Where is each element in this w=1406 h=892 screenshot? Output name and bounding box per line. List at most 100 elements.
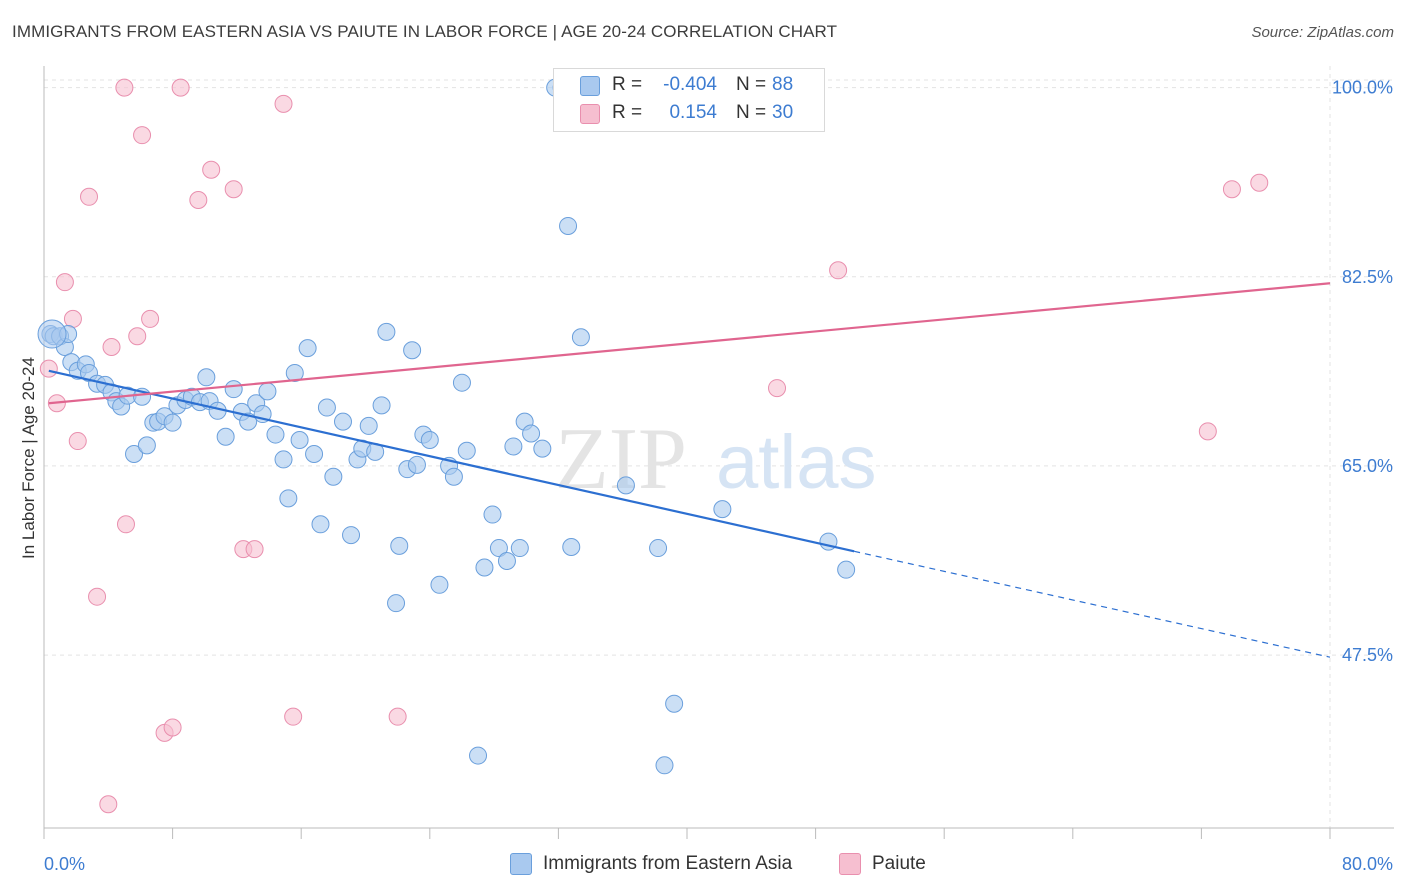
correlation-legend: R = -0.404 N = 88 R = 0.154 N = 30 <box>553 68 825 132</box>
point-immigrants <box>616 476 635 495</box>
watermark: ZIP atlas <box>555 411 877 508</box>
x-tick-label: 0.0% <box>44 854 85 874</box>
point-paiute <box>68 432 87 451</box>
point-paiute <box>88 587 107 606</box>
point-immigrants <box>216 427 235 446</box>
point-immigrants <box>390 536 409 555</box>
legend-swatch-pink <box>839 853 861 875</box>
point-immigrants <box>305 445 324 464</box>
point-immigrants <box>333 412 352 431</box>
point-immigrants <box>298 339 317 358</box>
point-paiute <box>128 327 147 346</box>
watermark-atlas: atlas <box>716 420 877 505</box>
point-immigrants <box>562 537 581 556</box>
point-immigrants <box>377 322 396 341</box>
legend-r-value: 0.154 <box>669 102 717 123</box>
point-paiute <box>80 187 99 206</box>
point-immigrants <box>533 439 552 458</box>
legend-row-immigrants: R = -0.404 N = 88 <box>554 71 824 101</box>
point-immigrants <box>197 368 216 387</box>
point-immigrants <box>469 746 488 765</box>
point-immigrants <box>559 216 578 235</box>
point-paiute <box>829 261 848 280</box>
point-paiute <box>1198 422 1217 441</box>
legend-swatch-pink <box>580 104 600 124</box>
point-immigrants <box>504 437 523 456</box>
point-immigrants <box>430 575 449 594</box>
legend-n-value: 88 <box>772 74 794 95</box>
x-tick-labels: 0.0% 80.0% <box>44 854 1393 874</box>
point-immigrants <box>324 467 343 486</box>
point-paiute <box>39 359 58 378</box>
point-paiute <box>116 515 135 534</box>
trend-line-immigrants-extension <box>854 550 1331 658</box>
point-paiute <box>1222 180 1241 199</box>
point-immigrants <box>359 416 378 435</box>
point-immigrants <box>497 552 516 571</box>
legend-n-label: N = <box>736 102 767 123</box>
point-immigrants <box>475 558 494 577</box>
point-immigrants <box>290 430 309 449</box>
point-immigrants <box>649 539 668 558</box>
point-paiute <box>115 78 134 97</box>
legend-r-value: -0.404 <box>663 74 717 95</box>
point-immigrants <box>387 594 406 613</box>
point-immigrants <box>125 445 144 464</box>
point-paiute <box>388 707 407 726</box>
source-label: Source: ZipAtlas.com <box>1251 24 1394 41</box>
point-paiute <box>63 309 82 328</box>
point-immigrants <box>489 539 508 558</box>
point-immigrants <box>407 455 426 474</box>
trend-line-immigrants <box>48 369 855 553</box>
point-paiute <box>55 273 74 292</box>
legend-label-paiute: Paiute <box>872 853 926 874</box>
point-immigrants <box>372 396 391 415</box>
point-paiute <box>102 338 121 357</box>
point-immigrants <box>311 515 330 534</box>
y-tick-label: 65.0% <box>1342 456 1393 476</box>
point-immigrants <box>655 756 674 775</box>
watermark-zip: ZIP <box>555 411 687 508</box>
point-immigrants <box>279 489 298 508</box>
point-immigrants <box>258 382 277 401</box>
point-paiute <box>284 707 303 726</box>
data-points <box>37 78 1269 814</box>
trend-line-paiute <box>48 282 1331 405</box>
point-immigrants <box>317 398 336 417</box>
point-immigrants <box>571 328 590 347</box>
y-tick-label: 100.0% <box>1332 78 1393 98</box>
y-axis-label: In Labor Force | Age 20-24 <box>19 357 38 559</box>
point-paiute <box>245 540 264 559</box>
point-immigrants <box>420 430 439 449</box>
point-immigrants <box>452 373 471 392</box>
legend-n-label: N = <box>736 74 767 95</box>
point-immigrants <box>266 425 285 444</box>
point-immigrants <box>665 694 684 713</box>
legend-swatch-blue <box>510 853 532 875</box>
point-immigrants <box>713 500 732 519</box>
point-paiute <box>141 309 160 328</box>
point-immigrants <box>285 363 304 382</box>
point-immigrants <box>137 436 156 455</box>
point-immigrants <box>274 450 293 469</box>
point-paiute <box>768 379 787 398</box>
point-immigrants <box>403 341 422 360</box>
point-immigrants <box>342 526 361 545</box>
x-tick-label: 80.0% <box>1342 854 1393 874</box>
chart-title: IMMIGRANTS FROM EASTERN ASIA VS PAIUTE I… <box>12 22 838 41</box>
point-immigrants <box>444 467 463 486</box>
point-paiute <box>133 126 152 145</box>
point-paiute <box>189 191 208 210</box>
legend-n-value: 30 <box>772 102 794 123</box>
y-tick-labels: 47.5% 65.0% 82.5% 100.0% <box>1332 78 1393 665</box>
point-immigrants-cluster <box>37 319 67 349</box>
y-tick-label: 47.5% <box>1342 645 1393 665</box>
axes <box>43 66 1394 839</box>
point-immigrants <box>457 441 476 460</box>
legend-row-paiute: R = 0.154 N = 30 <box>554 99 824 129</box>
point-paiute <box>1250 173 1269 192</box>
point-paiute <box>163 718 182 737</box>
point-paiute <box>274 94 293 113</box>
point-immigrants <box>837 560 856 579</box>
point-paiute <box>202 160 221 179</box>
